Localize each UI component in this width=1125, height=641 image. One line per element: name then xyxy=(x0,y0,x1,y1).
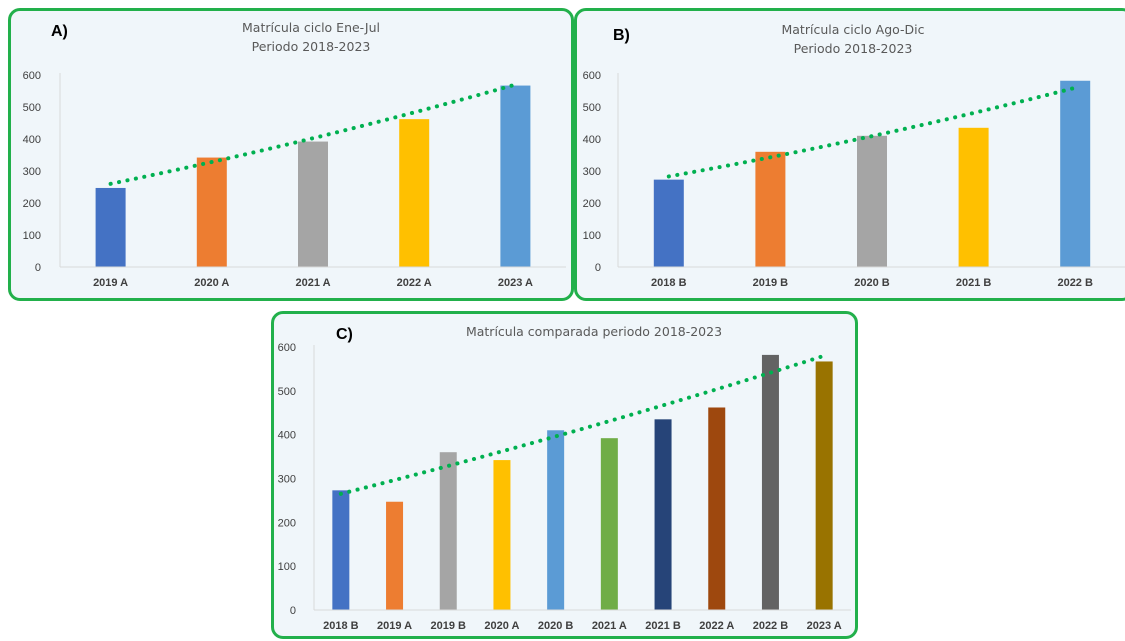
x-tick-label: 2021 A xyxy=(295,277,330,289)
y-tick-label: 100 xyxy=(278,561,296,573)
chart-b-title-line: Matrícula ciclo Ago-Dic xyxy=(781,22,924,37)
bar-2022-a xyxy=(708,407,726,610)
y-tick-label: 300 xyxy=(23,166,41,178)
x-tick-label: 2021 B xyxy=(645,620,681,632)
chart-panel-c: C) Matrícula comparada periodo 2018-2023 0… xyxy=(271,311,858,639)
chart-c-svg: C) Matrícula comparada periodo 2018-2023 0… xyxy=(278,324,851,632)
x-tick-label: 2020 A xyxy=(484,620,519,632)
y-tick-label: 600 xyxy=(583,70,601,82)
chart-c-title-line: Matrícula comparada periodo 2018-2023 xyxy=(466,324,722,339)
x-tick-label: 2022 B xyxy=(753,620,789,632)
y-tick-label: 400 xyxy=(278,430,296,442)
y-tick-label: 0 xyxy=(290,605,296,617)
x-tick-label: 2019 A xyxy=(377,620,412,632)
x-tick-label: 2021 B xyxy=(956,277,992,289)
bar-2022-b xyxy=(761,354,779,610)
y-tick-label: 100 xyxy=(23,230,41,242)
bar-2022-a xyxy=(399,119,430,267)
bar-2023-a xyxy=(815,361,833,610)
y-tick-label: 0 xyxy=(35,262,41,274)
y-tick-label: 0 xyxy=(595,262,601,274)
bar-2021-b xyxy=(958,127,989,267)
bar-2019-b xyxy=(439,452,457,610)
y-tick-label: 200 xyxy=(23,198,41,210)
y-tick-label: 600 xyxy=(278,342,296,354)
chart-a-title-line: Matrícula ciclo Ene-Jul xyxy=(242,20,380,35)
bar-2019-b xyxy=(755,151,786,267)
y-tick-label: 200 xyxy=(278,517,296,529)
chart-b-title-line: Periodo 2018-2023 xyxy=(794,41,913,56)
bar-2021-a xyxy=(298,141,328,267)
y-tick-label: 500 xyxy=(583,102,601,114)
chart-a-title-line: Periodo 2018-2023 xyxy=(252,39,371,54)
y-tick-label: 600 xyxy=(23,70,41,82)
y-tick-label: 200 xyxy=(583,198,601,210)
panel-c-letter: C) xyxy=(336,326,353,343)
chart-panel-a: A) Matrícula ciclo Ene-Jul Periodo 2018-20… xyxy=(8,8,574,301)
x-tick-label: 2022 A xyxy=(397,277,432,289)
y-tick-label: 400 xyxy=(583,134,601,146)
y-tick-label: 400 xyxy=(23,134,41,146)
bar-2023-a xyxy=(500,85,531,267)
bar-2021-a xyxy=(600,438,618,610)
x-tick-label: 2022 B xyxy=(1057,277,1093,289)
y-tick-label: 500 xyxy=(23,102,41,114)
x-tick-label: 2020 A xyxy=(194,277,229,289)
bar-2020-b xyxy=(857,135,887,267)
chart-panel-b: B) Matrícula ciclo Ago-Dic Periodo 2018-20… xyxy=(574,8,1125,301)
x-tick-label: 2022 A xyxy=(699,620,734,632)
panel-a-letter: A) xyxy=(51,23,68,40)
bar-2018-b xyxy=(653,179,684,267)
trendline xyxy=(338,353,827,496)
x-tick-label: 2023 A xyxy=(807,620,842,632)
trendline xyxy=(666,85,1078,179)
bar-2022-b xyxy=(1060,80,1091,267)
bar-2021-b xyxy=(654,419,672,610)
panel-b-letter: B) xyxy=(613,27,630,44)
chart-b-svg: B) Matrícula ciclo Ago-Dic Periodo 2018-20… xyxy=(583,22,1125,289)
bar-2018-b xyxy=(332,490,350,610)
chart-a-svg: A) Matrícula ciclo Ene-Jul Periodo 2018-20… xyxy=(23,20,566,289)
y-tick-label: 300 xyxy=(583,166,601,178)
x-tick-label: 2023 A xyxy=(498,277,533,289)
trendline xyxy=(108,82,518,186)
y-tick-label: 100 xyxy=(583,230,601,242)
y-tick-label: 500 xyxy=(278,386,296,398)
x-tick-label: 2019 B xyxy=(431,620,467,632)
x-tick-label: 2018 B xyxy=(651,277,687,289)
x-tick-label: 2018 B xyxy=(323,620,359,632)
bar-2020-b xyxy=(547,430,565,610)
bar-2019-a xyxy=(386,501,404,610)
x-tick-label: 2020 B xyxy=(538,620,574,632)
bar-2019-a xyxy=(95,187,126,267)
bar-2020-a xyxy=(196,157,227,267)
x-tick-label: 2019 A xyxy=(93,277,128,289)
x-tick-label: 2021 A xyxy=(592,620,627,632)
x-tick-label: 2020 B xyxy=(854,277,890,289)
y-tick-label: 300 xyxy=(278,474,296,486)
bar-2020-a xyxy=(493,460,511,610)
x-tick-label: 2019 B xyxy=(753,277,789,289)
